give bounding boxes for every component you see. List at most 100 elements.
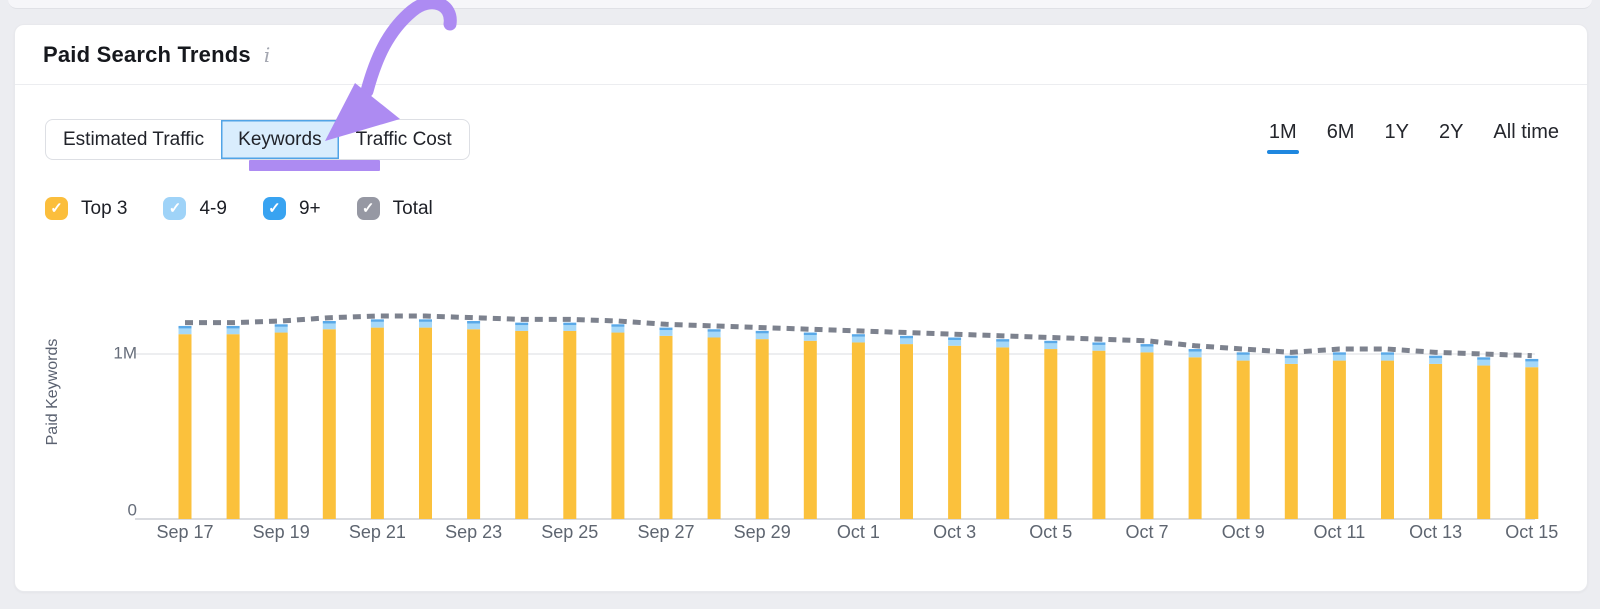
bar-4-9[interactable]	[659, 330, 673, 336]
bar-9-[interactable]	[851, 334, 865, 337]
range-1m[interactable]: 1M	[1266, 121, 1299, 156]
bar-top-3[interactable]	[1477, 365, 1491, 519]
bar-9-[interactable]	[1525, 358, 1539, 362]
filter-top-3[interactable]: ✓ Top 3	[45, 197, 127, 220]
range-2y[interactable]: 2Y	[1439, 121, 1463, 156]
bar-9-[interactable]	[322, 321, 336, 324]
bar-top-3[interactable]	[803, 340, 817, 519]
bar-top-3[interactable]	[755, 339, 769, 519]
bar-top-3[interactable]	[467, 329, 481, 519]
bar-9-[interactable]	[1140, 344, 1154, 347]
bar-9-[interactable]	[1284, 355, 1298, 359]
bar-4-9[interactable]	[611, 326, 625, 333]
bar-4-9[interactable]	[755, 333, 769, 340]
bar-4-9[interactable]	[370, 321, 384, 328]
bar-4-9[interactable]	[226, 328, 240, 335]
bar-top-3[interactable]	[707, 337, 721, 520]
bar-9-[interactable]	[1044, 340, 1058, 344]
bar-4-9[interactable]	[948, 339, 962, 346]
bar-4-9[interactable]	[467, 323, 481, 330]
bar-9-[interactable]	[370, 319, 384, 322]
bar-4-9[interactable]	[707, 331, 721, 338]
bar-9-[interactable]	[1429, 355, 1443, 359]
bar-9-[interactable]	[1188, 349, 1202, 352]
bar-top-3[interactable]	[1092, 350, 1106, 519]
bar-9-[interactable]	[1381, 352, 1394, 355]
bar-top-3[interactable]	[1140, 352, 1154, 519]
bar-9-[interactable]	[515, 322, 529, 326]
bar-4-9[interactable]	[1188, 351, 1202, 358]
bar-top-3[interactable]	[419, 327, 432, 519]
bar-4-9[interactable]	[1044, 343, 1058, 350]
bar-9-[interactable]	[1236, 352, 1250, 355]
bar-9-[interactable]	[274, 324, 288, 327]
tab-keywords[interactable]: Keywords	[221, 120, 339, 159]
bar-9-[interactable]	[755, 330, 769, 334]
bar-9-[interactable]	[178, 325, 192, 329]
bar-4-9[interactable]	[1381, 354, 1394, 361]
bar-4-9[interactable]	[851, 336, 865, 343]
bar-top-3[interactable]	[1332, 360, 1346, 519]
bar-top-3[interactable]	[1236, 360, 1250, 519]
bar-4-9[interactable]	[274, 326, 288, 333]
bar-4-9[interactable]	[900, 338, 913, 345]
bar-top-3[interactable]	[274, 332, 288, 519]
bar-9-[interactable]	[996, 339, 1010, 342]
bar-top-3[interactable]	[515, 330, 529, 519]
bar-4-9[interactable]	[322, 323, 336, 330]
bar-4-9[interactable]	[1477, 359, 1491, 366]
bar-9-[interactable]	[1092, 342, 1106, 345]
bar-4-9[interactable]	[515, 325, 529, 331]
bar-4-9[interactable]	[1332, 354, 1346, 361]
range-1y[interactable]: 1Y	[1384, 121, 1408, 156]
range-6m[interactable]: 6M	[1327, 121, 1355, 156]
bar-9-[interactable]	[803, 332, 817, 336]
bar-4-9[interactable]	[1429, 358, 1443, 364]
bar-top-3[interactable]	[948, 345, 962, 519]
bar-top-3[interactable]	[996, 347, 1010, 519]
bar-9-[interactable]	[659, 327, 673, 331]
bar-9-[interactable]	[467, 321, 481, 324]
tab-traffic-cost[interactable]: Traffic Cost	[339, 120, 469, 159]
filter-4-9[interactable]: ✓ 4-9	[163, 197, 227, 220]
bar-9-[interactable]	[419, 319, 432, 322]
bar-top-3[interactable]	[1044, 349, 1058, 519]
bar-4-9[interactable]	[1525, 361, 1539, 368]
bar-4-9[interactable]	[803, 335, 817, 341]
bar-9-[interactable]	[707, 329, 721, 332]
bar-top-3[interactable]	[1188, 357, 1202, 519]
bar-4-9[interactable]	[996, 341, 1010, 348]
bar-top-3[interactable]	[1429, 363, 1443, 519]
bar-top-3[interactable]	[851, 342, 865, 519]
filter-total[interactable]: ✓ Total	[356, 197, 433, 220]
bar-9-[interactable]	[1477, 357, 1491, 360]
bar-4-9[interactable]	[1140, 346, 1154, 353]
bar-top-3[interactable]	[563, 330, 577, 519]
bar-4-9[interactable]	[1284, 358, 1298, 364]
bar-top-3[interactable]	[322, 329, 336, 519]
bar-top-3[interactable]	[900, 344, 913, 519]
bar-9-[interactable]	[948, 337, 962, 340]
bar-9-[interactable]	[611, 324, 625, 327]
bar-top-3[interactable]	[611, 332, 625, 519]
bar-4-9[interactable]	[563, 325, 577, 331]
range-all-time[interactable]: All time	[1493, 121, 1559, 156]
bar-4-9[interactable]	[419, 321, 432, 328]
bar-top-3[interactable]	[226, 334, 240, 519]
bar-top-3[interactable]	[1525, 367, 1539, 519]
bar-top-3[interactable]	[659, 335, 673, 519]
bar-top-3[interactable]	[1284, 363, 1298, 519]
bar-9-[interactable]	[226, 325, 240, 329]
bar-top-3[interactable]	[1381, 360, 1394, 519]
bar-9-[interactable]	[563, 322, 577, 326]
bar-4-9[interactable]	[178, 328, 192, 335]
bar-top-3[interactable]	[178, 334, 192, 519]
tab-estimated-traffic[interactable]: Estimated Traffic	[46, 120, 221, 159]
bar-top-3[interactable]	[370, 327, 384, 519]
bar-9-[interactable]	[900, 335, 913, 339]
bar-4-9[interactable]	[1092, 344, 1106, 351]
bar-4-9[interactable]	[1236, 354, 1250, 361]
bar-9-[interactable]	[1332, 352, 1346, 355]
info-icon[interactable]: i	[263, 42, 271, 67]
filter-9-plus[interactable]: ✓ 9+	[262, 197, 321, 220]
